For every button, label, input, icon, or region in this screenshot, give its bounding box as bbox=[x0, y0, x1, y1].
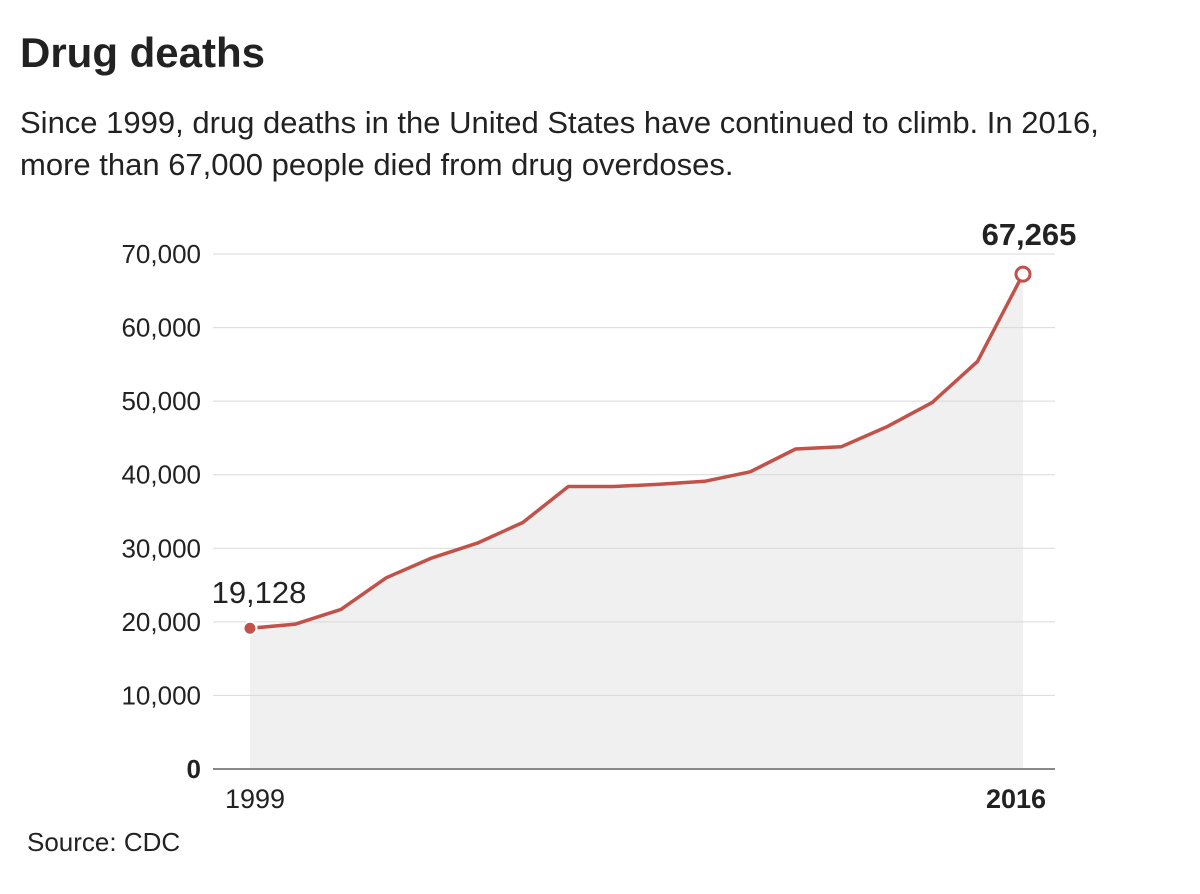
y-tick-label: 70,000 bbox=[121, 239, 201, 269]
start-value-label: 19,128 bbox=[212, 575, 307, 610]
x-tick-label: 2016 bbox=[986, 784, 1046, 814]
y-tick-label: 30,000 bbox=[121, 533, 201, 563]
y-tick-label: 0 bbox=[187, 754, 201, 784]
area-fill bbox=[250, 274, 1023, 769]
y-tick-label: 60,000 bbox=[121, 313, 201, 343]
end-value-label: 67,265 bbox=[982, 217, 1077, 252]
series-line bbox=[248, 272, 1025, 631]
x-tick-label: 1999 bbox=[225, 784, 285, 814]
y-tick-label: 20,000 bbox=[121, 607, 201, 637]
y-tick-label: 40,000 bbox=[121, 460, 201, 490]
chart-title: Drug deaths bbox=[20, 29, 266, 76]
y-tick-label: 10,000 bbox=[121, 680, 201, 710]
end-point-marker bbox=[1014, 265, 1032, 283]
chart-subtitle: Since 1999, drug deaths in the United St… bbox=[20, 105, 1099, 182]
source-note: Source: CDC bbox=[27, 827, 181, 857]
start-point-marker bbox=[242, 620, 258, 636]
y-tick-label: 50,000 bbox=[121, 386, 201, 416]
